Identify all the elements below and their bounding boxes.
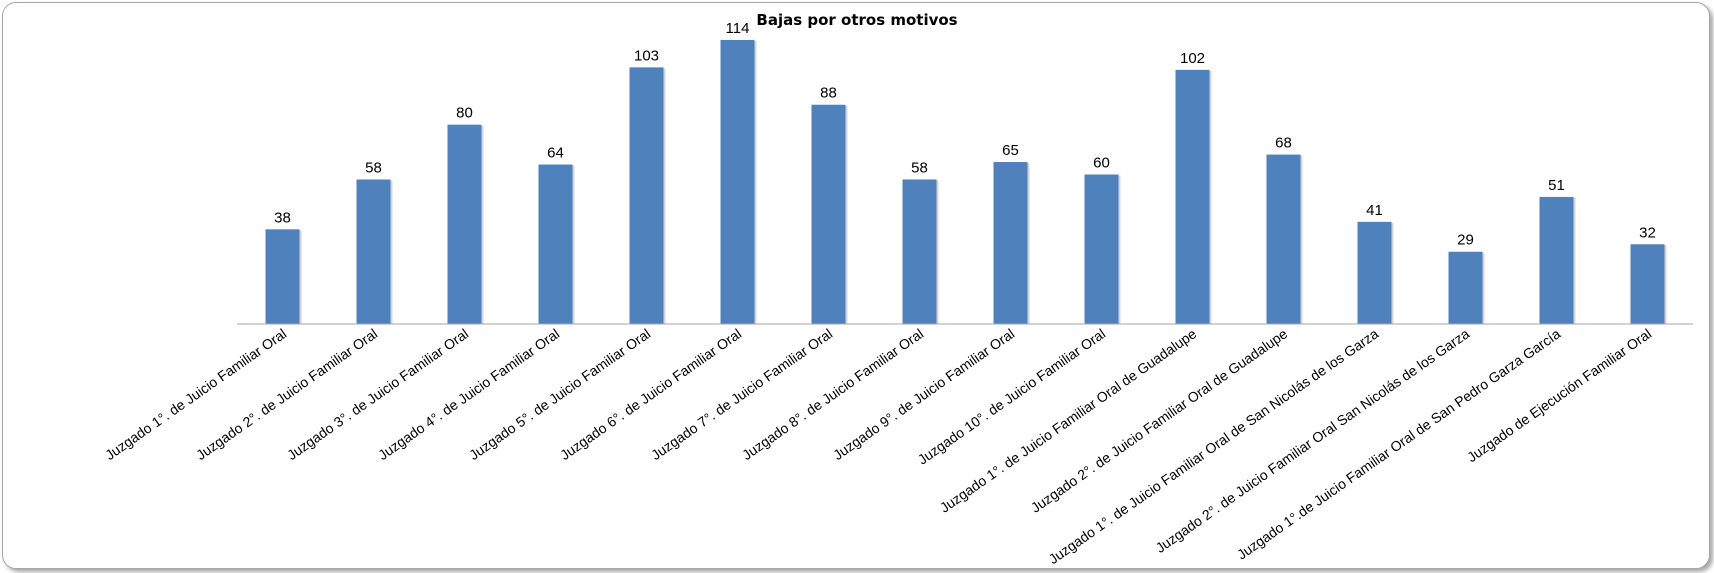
data-label: 41 (1366, 202, 1383, 219)
bar (1357, 221, 1392, 324)
data-label: 103 (634, 47, 659, 64)
data-label: 64 (547, 145, 564, 162)
data-label: 60 (1093, 155, 1110, 172)
data-label: 65 (1002, 142, 1019, 159)
bar (993, 162, 1028, 324)
bar (629, 67, 664, 324)
x-tick-label: Juzgado 1°. de Juicio Familiar Oral de S… (1046, 325, 1382, 567)
x-tick-label: Juzgado 2°. de Juicio Familiar Oral (193, 325, 380, 463)
x-tick-label: Juzgado 1°. de Juicio Familiar Oral (102, 325, 289, 463)
bar (1630, 244, 1665, 324)
data-label: 58 (911, 159, 928, 176)
x-tick-label: Juzgado 9°. de Juicio Familiar Oral (830, 325, 1017, 463)
bar (447, 124, 482, 325)
bar (1084, 174, 1119, 324)
x-tick-label: Juzgado de Ejecución Familiar Oral (1464, 325, 1654, 465)
bar (1266, 154, 1301, 324)
x-tick-label: Juzgado 2°. de Juicio Familiar Oral San … (1152, 325, 1472, 556)
bar (902, 179, 937, 324)
x-tick-label: Juzgado 3°. de Juicio Familiar Oral (284, 325, 471, 463)
data-label: 32 (1639, 224, 1656, 241)
data-label: 88 (820, 85, 837, 102)
x-tick-label: Juzgado 7°. de Juicio Familiar Oral (648, 325, 835, 463)
chart-title: Bajas por otros motivos (756, 11, 957, 29)
x-tick-label: Juzgado 5°. de Juicio Familiar Oral (466, 325, 653, 463)
data-label: 58 (365, 159, 382, 176)
x-tick-label: Juzgado 1°.de Juicio Familiar Oral de Sa… (1234, 325, 1563, 562)
bars-group (265, 39, 1667, 325)
data-labels-group: 38 58 80 64 103 114 88 58 65 60 102 68 41 29 51 32 (274, 20, 1656, 249)
x-tick-labels-group: Juzgado 1°. de Juicio Familiar OralJuzga… (102, 325, 1654, 567)
data-label: 38 (274, 209, 291, 226)
bar (356, 179, 391, 324)
x-tick-label: Juzgado 4°. de Juicio Familiar Oral (375, 325, 562, 463)
bar (1448, 251, 1483, 324)
bar (538, 164, 573, 324)
data-label: 29 (1457, 232, 1474, 249)
x-tick-label: Juzgado 6°. de Juicio Familiar Oral (557, 325, 744, 463)
data-label: 114 (726, 20, 750, 37)
bar (720, 39, 755, 324)
x-tick-label: Juzgado 8°. de Juicio Familiar Oral (739, 325, 926, 463)
data-label: 68 (1275, 135, 1292, 152)
bar (1539, 196, 1574, 324)
data-label: 102 (1180, 50, 1205, 67)
x-tick-label: Juzgado 10°. de Juicio Familiar Oral (915, 325, 1109, 467)
bar (811, 104, 846, 324)
data-label: 80 (456, 105, 473, 122)
bar (1175, 69, 1210, 324)
data-label: 51 (1548, 177, 1565, 194)
bar (265, 229, 300, 324)
